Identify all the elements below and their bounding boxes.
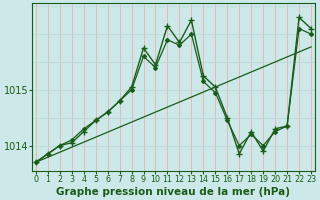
X-axis label: Graphe pression niveau de la mer (hPa): Graphe pression niveau de la mer (hPa) (56, 187, 291, 197)
